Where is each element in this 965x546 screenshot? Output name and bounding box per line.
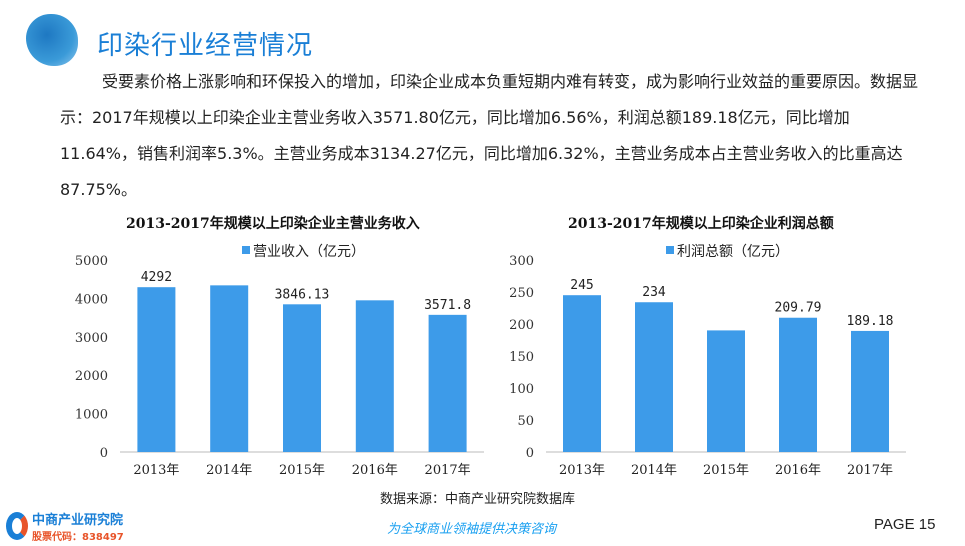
logo-name: 中商产业研究院	[32, 513, 124, 528]
y-tick-label: 200	[509, 318, 534, 333]
bar	[210, 285, 249, 452]
y-tick-label: 2000	[75, 369, 108, 384]
bar	[779, 317, 817, 452]
y-tick-label: 5000	[75, 254, 108, 269]
y-tick-label: 4000	[75, 292, 108, 307]
x-tick-label: 2014年	[206, 463, 252, 478]
legend-label: 营业收入（亿元）	[253, 244, 365, 260]
x-tick-label: 2017年	[847, 463, 893, 478]
x-tick-label: 2015年	[279, 463, 325, 478]
legend-label: 利润总额（亿元）	[677, 244, 789, 260]
bar	[137, 287, 176, 452]
data-label: 189.18	[847, 314, 894, 329]
data-label: 234	[642, 285, 666, 300]
data-label: 209.79	[775, 301, 822, 316]
bar	[283, 304, 321, 452]
bar	[707, 330, 745, 452]
company-logo: 中商产业研究院 股票代码：838497	[6, 509, 124, 543]
x-tick-label: 2016年	[775, 463, 821, 478]
slogan: 为全球商业领袖提供决策咨询	[387, 522, 557, 537]
x-tick-label: 2013年	[559, 463, 605, 478]
x-tick-label: 2014年	[631, 463, 677, 478]
data-source: 数据来源：中商产业研究院数据库	[380, 492, 576, 507]
y-tick-label: 150	[509, 350, 534, 365]
page-number: PAGE 15	[874, 516, 936, 533]
y-tick-label: 0	[526, 446, 534, 461]
y-tick-label: 100	[509, 382, 534, 397]
data-label: 3571.8	[424, 298, 471, 313]
bar	[635, 302, 673, 452]
logo-icon	[6, 512, 28, 540]
decorative-ink-blob	[26, 14, 78, 66]
chart-title-profit: 2013-2017年规模以上印染企业利润总额	[568, 216, 834, 232]
x-tick-label: 2016年	[352, 463, 398, 478]
y-tick-label: 1000	[75, 408, 108, 423]
page-title: 印染行业经营情况	[97, 31, 314, 61]
legend-swatch	[666, 246, 674, 254]
intro-paragraph: 受要素价格上涨影响和环保投入的增加，印染企业成本负重短期内难有转变，成为影响行业…	[60, 72, 919, 199]
data-label: 3846.13	[275, 287, 330, 302]
bar	[563, 295, 601, 452]
bar	[851, 330, 889, 452]
y-tick-label: 3000	[75, 331, 108, 346]
x-tick-label: 2015年	[703, 463, 749, 478]
legend-swatch	[242, 246, 250, 254]
y-tick-label: 50	[517, 414, 534, 429]
y-tick-label: 0	[100, 446, 108, 461]
bar	[355, 300, 394, 452]
bar	[428, 314, 467, 452]
x-tick-label: 2013年	[133, 463, 179, 478]
x-tick-label: 2017年	[425, 463, 471, 478]
data-label: 245	[570, 278, 593, 293]
y-tick-label: 250	[509, 286, 534, 301]
chart-title-revenue: 2013-2017年规模以上印染企业主营业务收入	[126, 216, 420, 232]
y-tick-label: 300	[509, 254, 534, 269]
stock-code: 股票代码：838497	[32, 532, 124, 543]
data-label: 4292	[141, 270, 172, 285]
